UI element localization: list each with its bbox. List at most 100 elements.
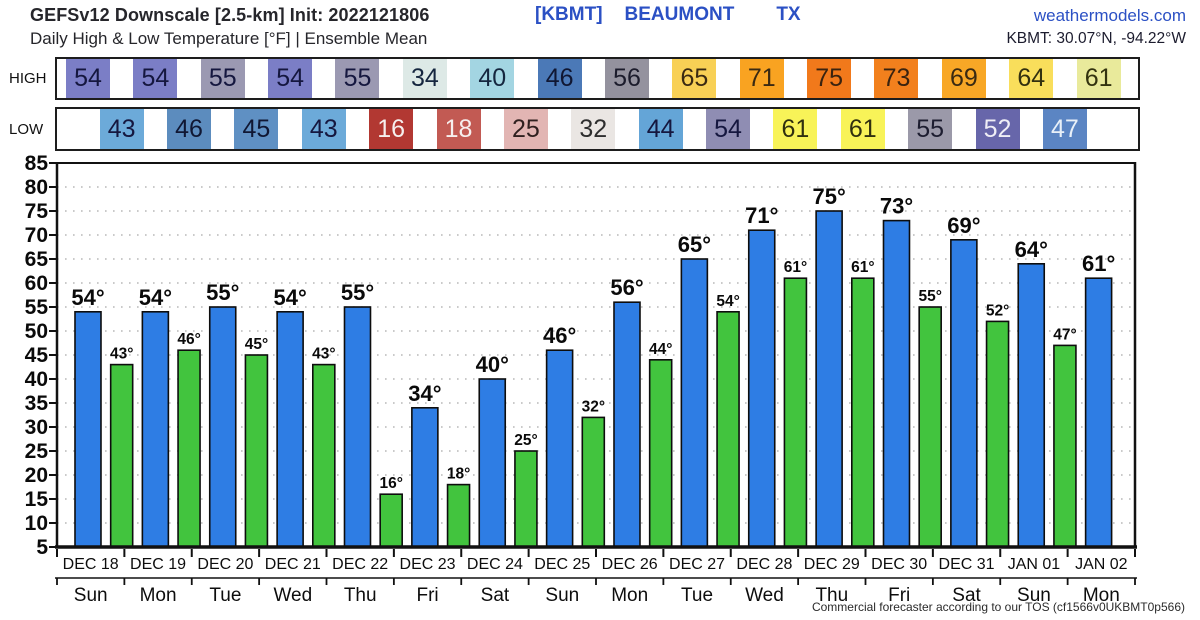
low-bar-label: 61° xyxy=(784,259,807,276)
weekday-label: Thu xyxy=(815,585,848,606)
model-title: GEFSv12 Downscale [2.5-km] Init: 2022121… xyxy=(30,5,430,25)
date-label: DEC 31 xyxy=(939,556,995,573)
high-temp-cell: 40 xyxy=(470,59,515,98)
high-temp-cell: 73 xyxy=(874,59,919,98)
low-temp-cell: 61 xyxy=(773,109,818,149)
date-label: DEC 23 xyxy=(400,556,456,573)
low-bar-label: 18° xyxy=(447,466,470,483)
high-bar-label: 46° xyxy=(543,323,576,348)
low-strip-label: LOW xyxy=(9,120,44,138)
y-tick-label: 60 xyxy=(25,272,48,295)
low-bar-label: 45° xyxy=(245,336,268,353)
date-label: DEC 21 xyxy=(265,556,321,573)
weekday-label: Mon xyxy=(611,585,648,606)
low-bar xyxy=(851,277,875,548)
low-temp-cell: 55 xyxy=(908,109,953,149)
low-temp-cell: 54 xyxy=(706,109,751,149)
low-bar xyxy=(244,354,269,548)
low-temp-cell: 44 xyxy=(638,109,683,149)
low-bar xyxy=(985,320,1010,548)
high-bar-label: 55° xyxy=(341,280,374,305)
high-temp-cell: 61 xyxy=(1076,59,1121,98)
low-bar xyxy=(783,277,808,548)
date-label: DEC 19 xyxy=(130,556,186,573)
low-bar-label: 47° xyxy=(1053,326,1076,343)
y-tick-label: 75 xyxy=(25,200,49,223)
low-bar-label: 43° xyxy=(110,346,133,363)
low-bar xyxy=(514,450,538,548)
high-temp-cell: 55 xyxy=(335,59,380,98)
low-bar-label: 16° xyxy=(379,475,402,492)
date-label: DEC 25 xyxy=(534,556,590,573)
high-bar-label: 40° xyxy=(476,352,509,377)
high-bar xyxy=(815,210,843,548)
low-temp-cell: 25 xyxy=(503,109,548,149)
y-tick-label: 40 xyxy=(25,368,48,391)
high-bar xyxy=(613,301,641,548)
y-tick-label: 70 xyxy=(25,224,48,247)
high-temp-cell: 55 xyxy=(200,59,245,98)
high-bar-label: 54° xyxy=(139,285,172,310)
low-bar xyxy=(109,363,134,548)
low-bar xyxy=(177,349,201,548)
high-bar-label: 61° xyxy=(1082,251,1115,276)
high-temp-cell: 56 xyxy=(604,59,649,98)
high-bar xyxy=(208,306,237,548)
high-bar xyxy=(478,378,507,548)
y-tick-label: 35 xyxy=(25,392,49,415)
low-temp-cell: 16 xyxy=(369,109,414,149)
high-bar xyxy=(411,407,439,548)
y-tick-label: 55 xyxy=(25,296,49,319)
station-city: BEAUMONT xyxy=(624,4,735,25)
low-bar xyxy=(312,363,336,548)
low-temp-cell: 45 xyxy=(234,109,279,149)
y-tick-label: 50 xyxy=(25,320,48,343)
date-label: DEC 18 xyxy=(63,556,119,573)
high-bar-label: 73° xyxy=(880,194,913,219)
weekday-label: Sat xyxy=(481,585,510,606)
weekday-label: Wed xyxy=(745,585,784,606)
weekday-label: Mon xyxy=(1083,585,1120,606)
low-temp-cell: 43 xyxy=(301,109,346,149)
station-state: TX xyxy=(776,4,801,25)
date-label: DEC 29 xyxy=(804,556,860,573)
tos-footnote: Commercial forecaster according to our T… xyxy=(811,600,1185,614)
high-bar xyxy=(882,219,911,548)
high-bar xyxy=(950,239,978,548)
high-temp-cell: 69 xyxy=(941,59,986,98)
high-strip: 54 54 55 54 55 34 40 46 56 65 71 75 73 69 64 61 xyxy=(55,57,1140,100)
low-temp-cell: 43 xyxy=(99,109,144,149)
y-tick-label: 25 xyxy=(25,440,49,463)
weekday-label: Fri xyxy=(888,585,910,606)
low-bar xyxy=(1053,344,1077,548)
low-bar-label: 44° xyxy=(649,341,672,358)
y-tick-label: 65 xyxy=(25,248,49,271)
high-bar xyxy=(1084,277,1113,548)
low-bar-label: 32° xyxy=(582,398,605,415)
y-tick-label: 45 xyxy=(25,344,49,367)
low-bar-label: 46° xyxy=(177,331,200,348)
low-temp-cell: 32 xyxy=(571,109,616,149)
station-code: [KBMT] xyxy=(535,4,603,25)
high-bar xyxy=(343,306,372,548)
high-bar xyxy=(747,229,776,548)
y-tick-label: 20 xyxy=(25,464,48,487)
high-bar xyxy=(141,311,170,548)
low-bar-label: 61° xyxy=(851,259,874,276)
high-bar-label: 54° xyxy=(273,285,306,310)
low-strip: 43 46 45 43 16 18 25 32 44 54 61 61 55 52 47 xyxy=(55,107,1140,151)
station-header: [KBMT] BEAUMONT TX xyxy=(535,4,801,26)
weekday-label: Sat xyxy=(952,585,981,606)
date-label: DEC 30 xyxy=(871,556,927,573)
high-temp-cell: 34 xyxy=(402,59,447,98)
weekday-label: Mon xyxy=(140,585,177,606)
high-temp-cell: 54 xyxy=(133,59,178,98)
low-bar-label: 55° xyxy=(918,288,941,305)
low-bar xyxy=(446,483,471,548)
site-name: weathermodels.com xyxy=(1033,6,1186,25)
low-bar-label: 25° xyxy=(514,432,537,449)
date-label: DEC 28 xyxy=(736,556,792,573)
chart-subtitle: Daily High & Low Temperature [°F] | Ense… xyxy=(30,29,428,48)
high-bar-label: 71° xyxy=(745,203,778,228)
date-label: DEC 26 xyxy=(602,556,658,573)
